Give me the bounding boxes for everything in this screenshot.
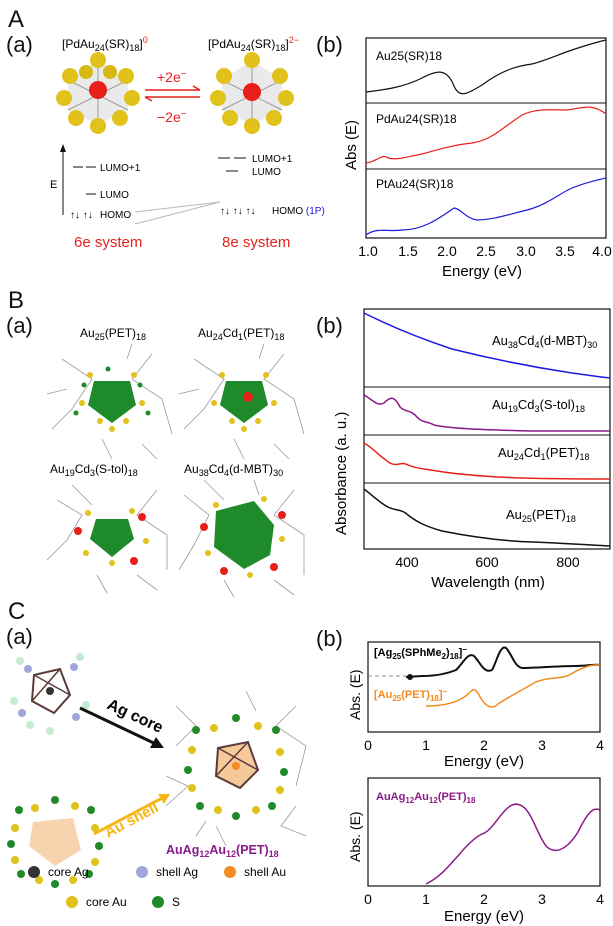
c-bottom-ylabel: Abs. (E): [347, 811, 363, 862]
struct-label-au24cd1: Au24Cd1(PET)18: [198, 326, 284, 342]
homo-right: HOMO (1P): [272, 206, 325, 217]
panel-a: A (a) [PdAu24(SR)18]0 [PdAu24(SR)18]2−: [0, 0, 613, 285]
b-xlabel: Wavelength (nm): [431, 574, 545, 591]
legend: core Ag shell Ag shell Au core Au S: [28, 865, 286, 909]
svg-text:0: 0: [364, 891, 372, 907]
svg-text:4: 4: [596, 737, 604, 753]
left-cluster-image: [56, 52, 140, 134]
au19cd3-structure: [47, 485, 167, 593]
homo-right-electrons: ↑↓ ↑↓ ↑↓: [220, 206, 256, 217]
svg-text:3.5: 3.5: [555, 243, 575, 259]
plus-electron-label: +2e−: [157, 69, 187, 85]
ag25-label: [Ag25(SPhMe2)18]−: [374, 645, 467, 661]
lumo-left: LUMO: [100, 190, 129, 201]
c-top-chart: [Ag25(SPhMe2)18]− [Au25(PET)18]− Abs. (E…: [346, 640, 606, 770]
c-top-xlabel: Energy (eV): [444, 753, 524, 770]
lumo1-left: LUMO+1: [100, 163, 141, 174]
legend-core-ag: core Ag: [28, 865, 89, 879]
au25-label: Au25(SR)18: [376, 49, 442, 63]
ag-core-label: Ag core: [104, 696, 165, 737]
svg-text:shell Ag: shell Ag: [156, 865, 198, 879]
b-ylabel: Absorbance (a. u.): [333, 412, 350, 535]
right-formula: [PdAu24(SR)18]2−: [208, 35, 299, 53]
panel-b: B (a) (b) Au25(PET)18 Au24Cd1(PET)18 Au1…: [0, 287, 613, 597]
svg-text:2.5: 2.5: [476, 243, 496, 259]
homo-left: HOMO: [100, 210, 131, 221]
legend-shell-ag: shell Ag: [136, 865, 198, 879]
a-spectra-chart: Au25(SR)18 PdAu24(SR)18 PtAu24(SR)18 Abs…: [342, 30, 612, 285]
au19cd3-chart-label: Au19Cd3(S-tol)18: [492, 397, 585, 414]
b-xtick-800: 800: [556, 554, 580, 570]
ptau24-label: PtAu24(SR)18: [376, 177, 454, 191]
b-absorbance-chart: Au38Cd4(d-MBT)30 Au19Cd3(S-tol)18 Au24Cd…: [322, 297, 612, 602]
c-assembly-diagram: Ag core Au shell AuAg12Au12(PET)18 core …: [0, 596, 320, 916]
ag-core-structure: [10, 653, 90, 735]
au-shell-label: Au shell: [102, 799, 162, 841]
homo-left-electrons: ↑↓ ↑↓: [70, 210, 93, 221]
svg-text:0: 0: [364, 737, 372, 753]
svg-text:core Au: core Au: [86, 895, 127, 909]
product-label: AuAg12Au12(PET)18: [166, 843, 279, 859]
panel-c: C (a) (b) Ag core Au shell: [0, 596, 613, 924]
struct-label-au38cd4: Au38Cd4(d-MBT)30: [184, 462, 283, 478]
right-cluster-image: [210, 52, 294, 134]
panel-a-letter: A: [8, 6, 24, 34]
au25-structure: [47, 344, 172, 459]
auag12-chart-label: AuAg12Au12(PET)18: [376, 791, 476, 805]
svg-text:shell Au: shell Au: [244, 865, 286, 879]
svg-text:3.0: 3.0: [516, 243, 536, 259]
panel-c-sub-b: (b): [316, 626, 343, 652]
c-bottom-chart: AuAg12Au12(PET)18 Abs. (E) 0 1 2 3 4 Ene…: [346, 776, 606, 926]
lumo1-right: LUMO+1: [252, 154, 293, 165]
svg-text:1: 1: [422, 737, 430, 753]
svg-text:1.5: 1.5: [398, 243, 418, 259]
b-xtick-600: 600: [475, 554, 499, 570]
a-xticks: 1.0 1.5 2.0 2.5 3.0 3.5 4.0: [358, 243, 612, 259]
svg-text:3: 3: [538, 737, 546, 753]
svg-text:2: 2: [480, 891, 488, 907]
au24cd1-chart-label: Au24Cd1(PET)18: [498, 445, 590, 462]
legend-shell-au: shell Au: [224, 865, 286, 879]
svg-text:2.0: 2.0: [437, 243, 457, 259]
product-structure: [166, 691, 306, 846]
svg-text:core Ag: core Ag: [48, 865, 89, 879]
c-bottom-xlabel: Energy (eV): [444, 908, 524, 925]
struct-label-au25: Au25(PET)18: [80, 326, 146, 342]
auag12-curve: [426, 804, 600, 884]
au38cd4-chart-label: Au38Cd4(d-MBT)30: [492, 333, 597, 350]
svg-text:2: 2: [480, 737, 488, 753]
panel-a-sub-a: (a): [6, 32, 33, 58]
b-xtick-400: 400: [395, 554, 419, 570]
panel-a-sub-b: (b): [316, 32, 343, 58]
svg-text:4.0: 4.0: [592, 243, 612, 259]
svg-text:1: 1: [422, 891, 430, 907]
right-system-label: 8e system: [222, 234, 290, 251]
svg-text:1.0: 1.0: [358, 243, 378, 259]
au38cd4-structure: [179, 480, 304, 597]
svg-text:4: 4: [596, 891, 604, 907]
minus-electron-label: −2e−: [157, 109, 187, 125]
a-ylabel: Abs (E): [343, 120, 360, 170]
lumo-right: LUMO: [252, 167, 281, 178]
left-formula: [PdAu24(SR)18]0: [62, 35, 148, 53]
legend-core-au: core Au: [66, 895, 127, 909]
svg-text:3: 3: [538, 891, 546, 907]
svg-text:S: S: [172, 895, 180, 909]
c-top-ylabel: Abs. (E): [347, 669, 363, 720]
b-structures: Au25(PET)18 Au24Cd1(PET)18 Au19Cd3(S-tol…: [20, 299, 320, 599]
au24cd1-structure: [179, 344, 304, 459]
energy-axis-label: E: [50, 179, 57, 191]
energy-level-diagram: [PdAu24(SR)18]0 [PdAu24(SR)18]2−: [40, 30, 350, 290]
a-xlabel: Energy (eV): [442, 263, 522, 280]
legend-s: S: [152, 895, 180, 909]
pdau24-label: PdAu24(SR)18: [376, 112, 457, 126]
left-system-label: 6e system: [74, 234, 142, 251]
struct-label-au19cd3: Au19Cd3(S-tol)18: [50, 462, 138, 478]
au25-chart-label: Au25(PET)18: [506, 507, 576, 524]
au25-c-label: [Au25(PET)18]−: [374, 687, 448, 703]
